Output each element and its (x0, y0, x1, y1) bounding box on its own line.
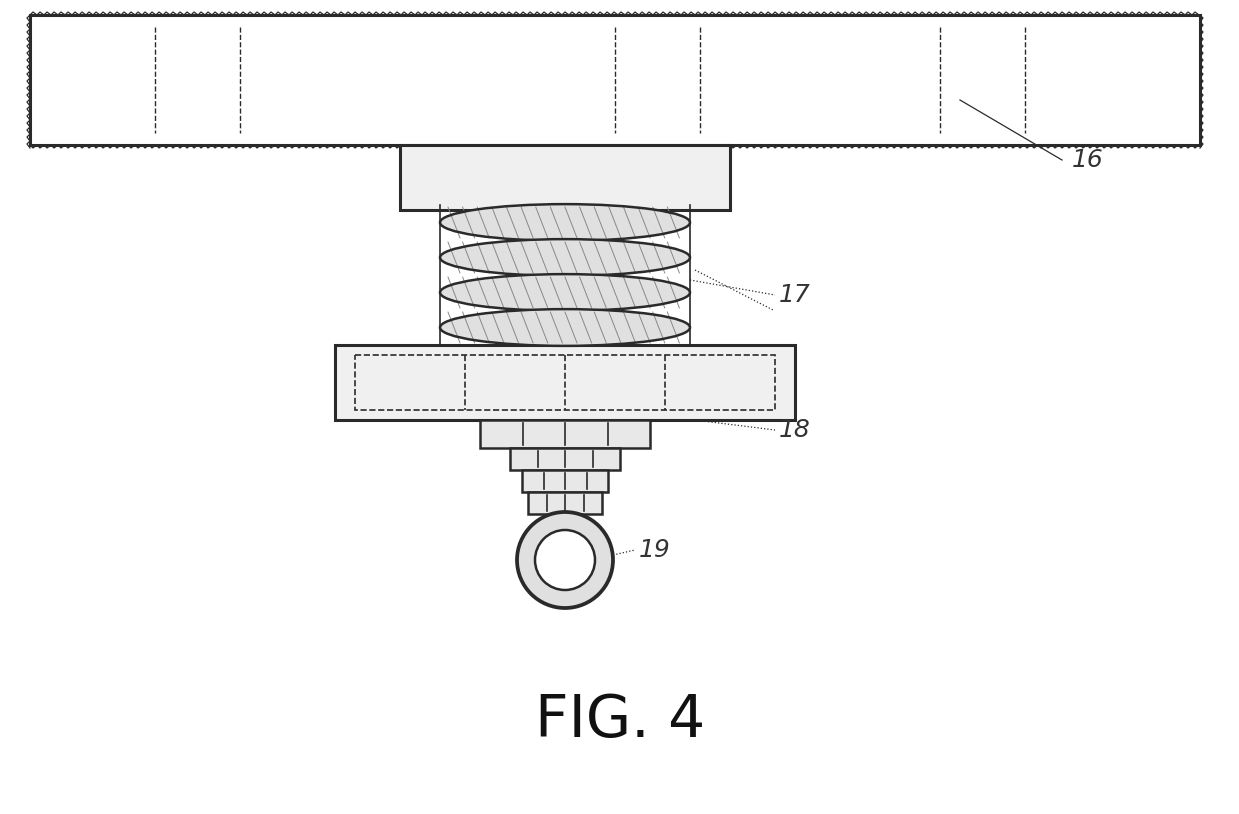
Polygon shape (30, 15, 1201, 145)
Text: 16: 16 (1072, 148, 1104, 172)
Polygon shape (522, 470, 608, 492)
Polygon shape (528, 492, 602, 514)
Ellipse shape (440, 239, 690, 276)
Text: 17: 17 (779, 283, 810, 307)
Circle shape (535, 530, 595, 590)
Text: FIG. 4: FIG. 4 (535, 692, 705, 749)
Ellipse shape (440, 309, 690, 346)
Circle shape (517, 512, 613, 608)
Text: 18: 18 (779, 418, 810, 442)
Polygon shape (400, 145, 730, 210)
Ellipse shape (440, 274, 690, 311)
Text: 19: 19 (639, 538, 670, 562)
Polygon shape (479, 420, 650, 448)
Polygon shape (510, 448, 620, 470)
Polygon shape (335, 345, 795, 420)
Ellipse shape (440, 204, 690, 241)
